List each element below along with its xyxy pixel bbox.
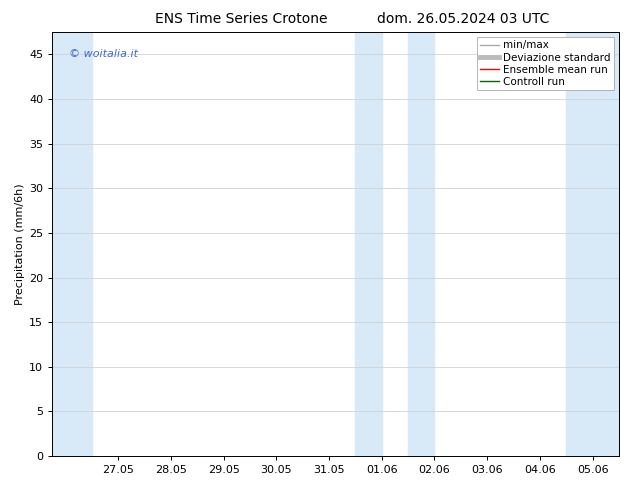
- Text: © woitalia.it: © woitalia.it: [69, 49, 138, 59]
- Legend: min/max, Deviazione standard, Ensemble mean run, Controll run: min/max, Deviazione standard, Ensemble m…: [477, 37, 614, 90]
- Text: dom. 26.05.2024 03 UTC: dom. 26.05.2024 03 UTC: [377, 12, 549, 26]
- Bar: [408, 32, 434, 456]
- Bar: [356, 32, 382, 456]
- Text: ENS Time Series Crotone: ENS Time Series Crotone: [155, 12, 327, 26]
- Y-axis label: Precipitation (mm/6h): Precipitation (mm/6h): [15, 183, 25, 305]
- Bar: [566, 32, 619, 456]
- Bar: [53, 32, 92, 456]
